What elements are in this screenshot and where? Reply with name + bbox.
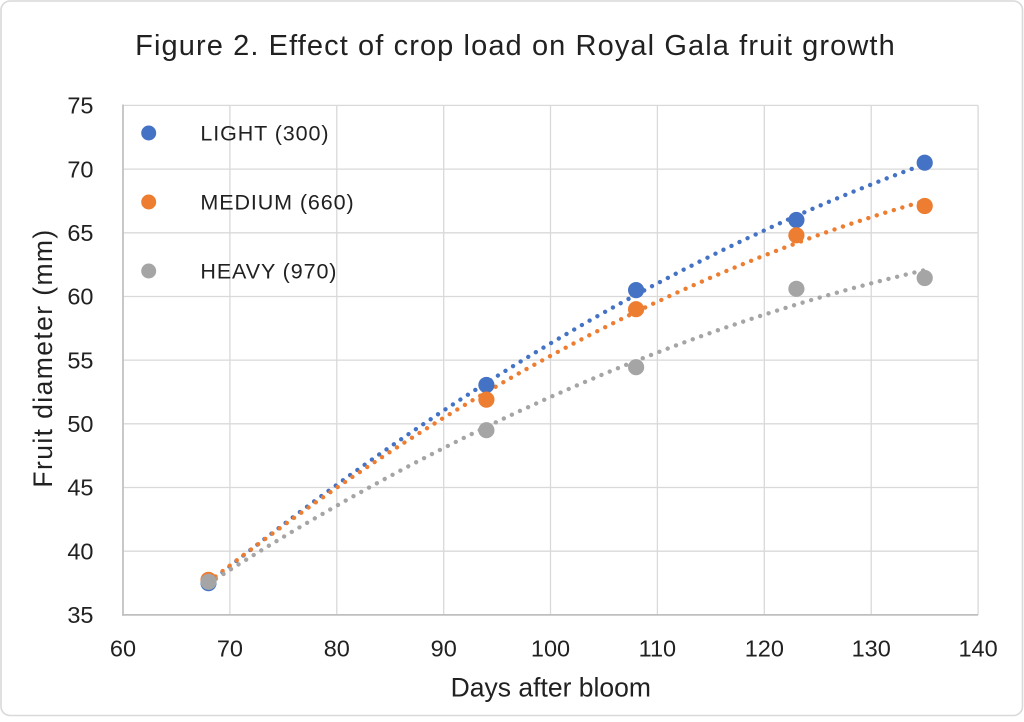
svg-text:80: 80: [324, 636, 350, 662]
svg-text:50: 50: [67, 411, 93, 437]
svg-text:70: 70: [217, 636, 243, 662]
svg-text:MEDIUM (660): MEDIUM (660): [200, 190, 354, 214]
svg-text:55: 55: [67, 347, 93, 373]
svg-text:40: 40: [67, 538, 93, 564]
svg-text:Fruit diameter (mm): Fruit diameter (mm): [28, 228, 58, 487]
svg-text:45: 45: [67, 475, 93, 501]
svg-text:35: 35: [67, 602, 93, 628]
svg-text:90: 90: [431, 636, 457, 662]
svg-text:100: 100: [531, 636, 570, 662]
svg-text:HEAVY (970): HEAVY (970): [200, 259, 337, 283]
svg-text:Figure 2. Effect of crop load: Figure 2. Effect of crop load on Royal G…: [135, 30, 896, 62]
svg-text:75: 75: [67, 93, 93, 119]
svg-text:LIGHT (300): LIGHT (300): [200, 121, 329, 145]
svg-text:Days after bloom: Days after bloom: [451, 673, 651, 703]
svg-text:120: 120: [745, 636, 784, 662]
svg-text:60: 60: [67, 284, 93, 310]
svg-text:110: 110: [639, 636, 676, 662]
svg-text:70: 70: [67, 156, 93, 182]
svg-text:60: 60: [110, 636, 136, 662]
svg-text:65: 65: [67, 220, 93, 246]
svg-text:140: 140: [958, 636, 997, 662]
svg-text:130: 130: [852, 636, 891, 662]
